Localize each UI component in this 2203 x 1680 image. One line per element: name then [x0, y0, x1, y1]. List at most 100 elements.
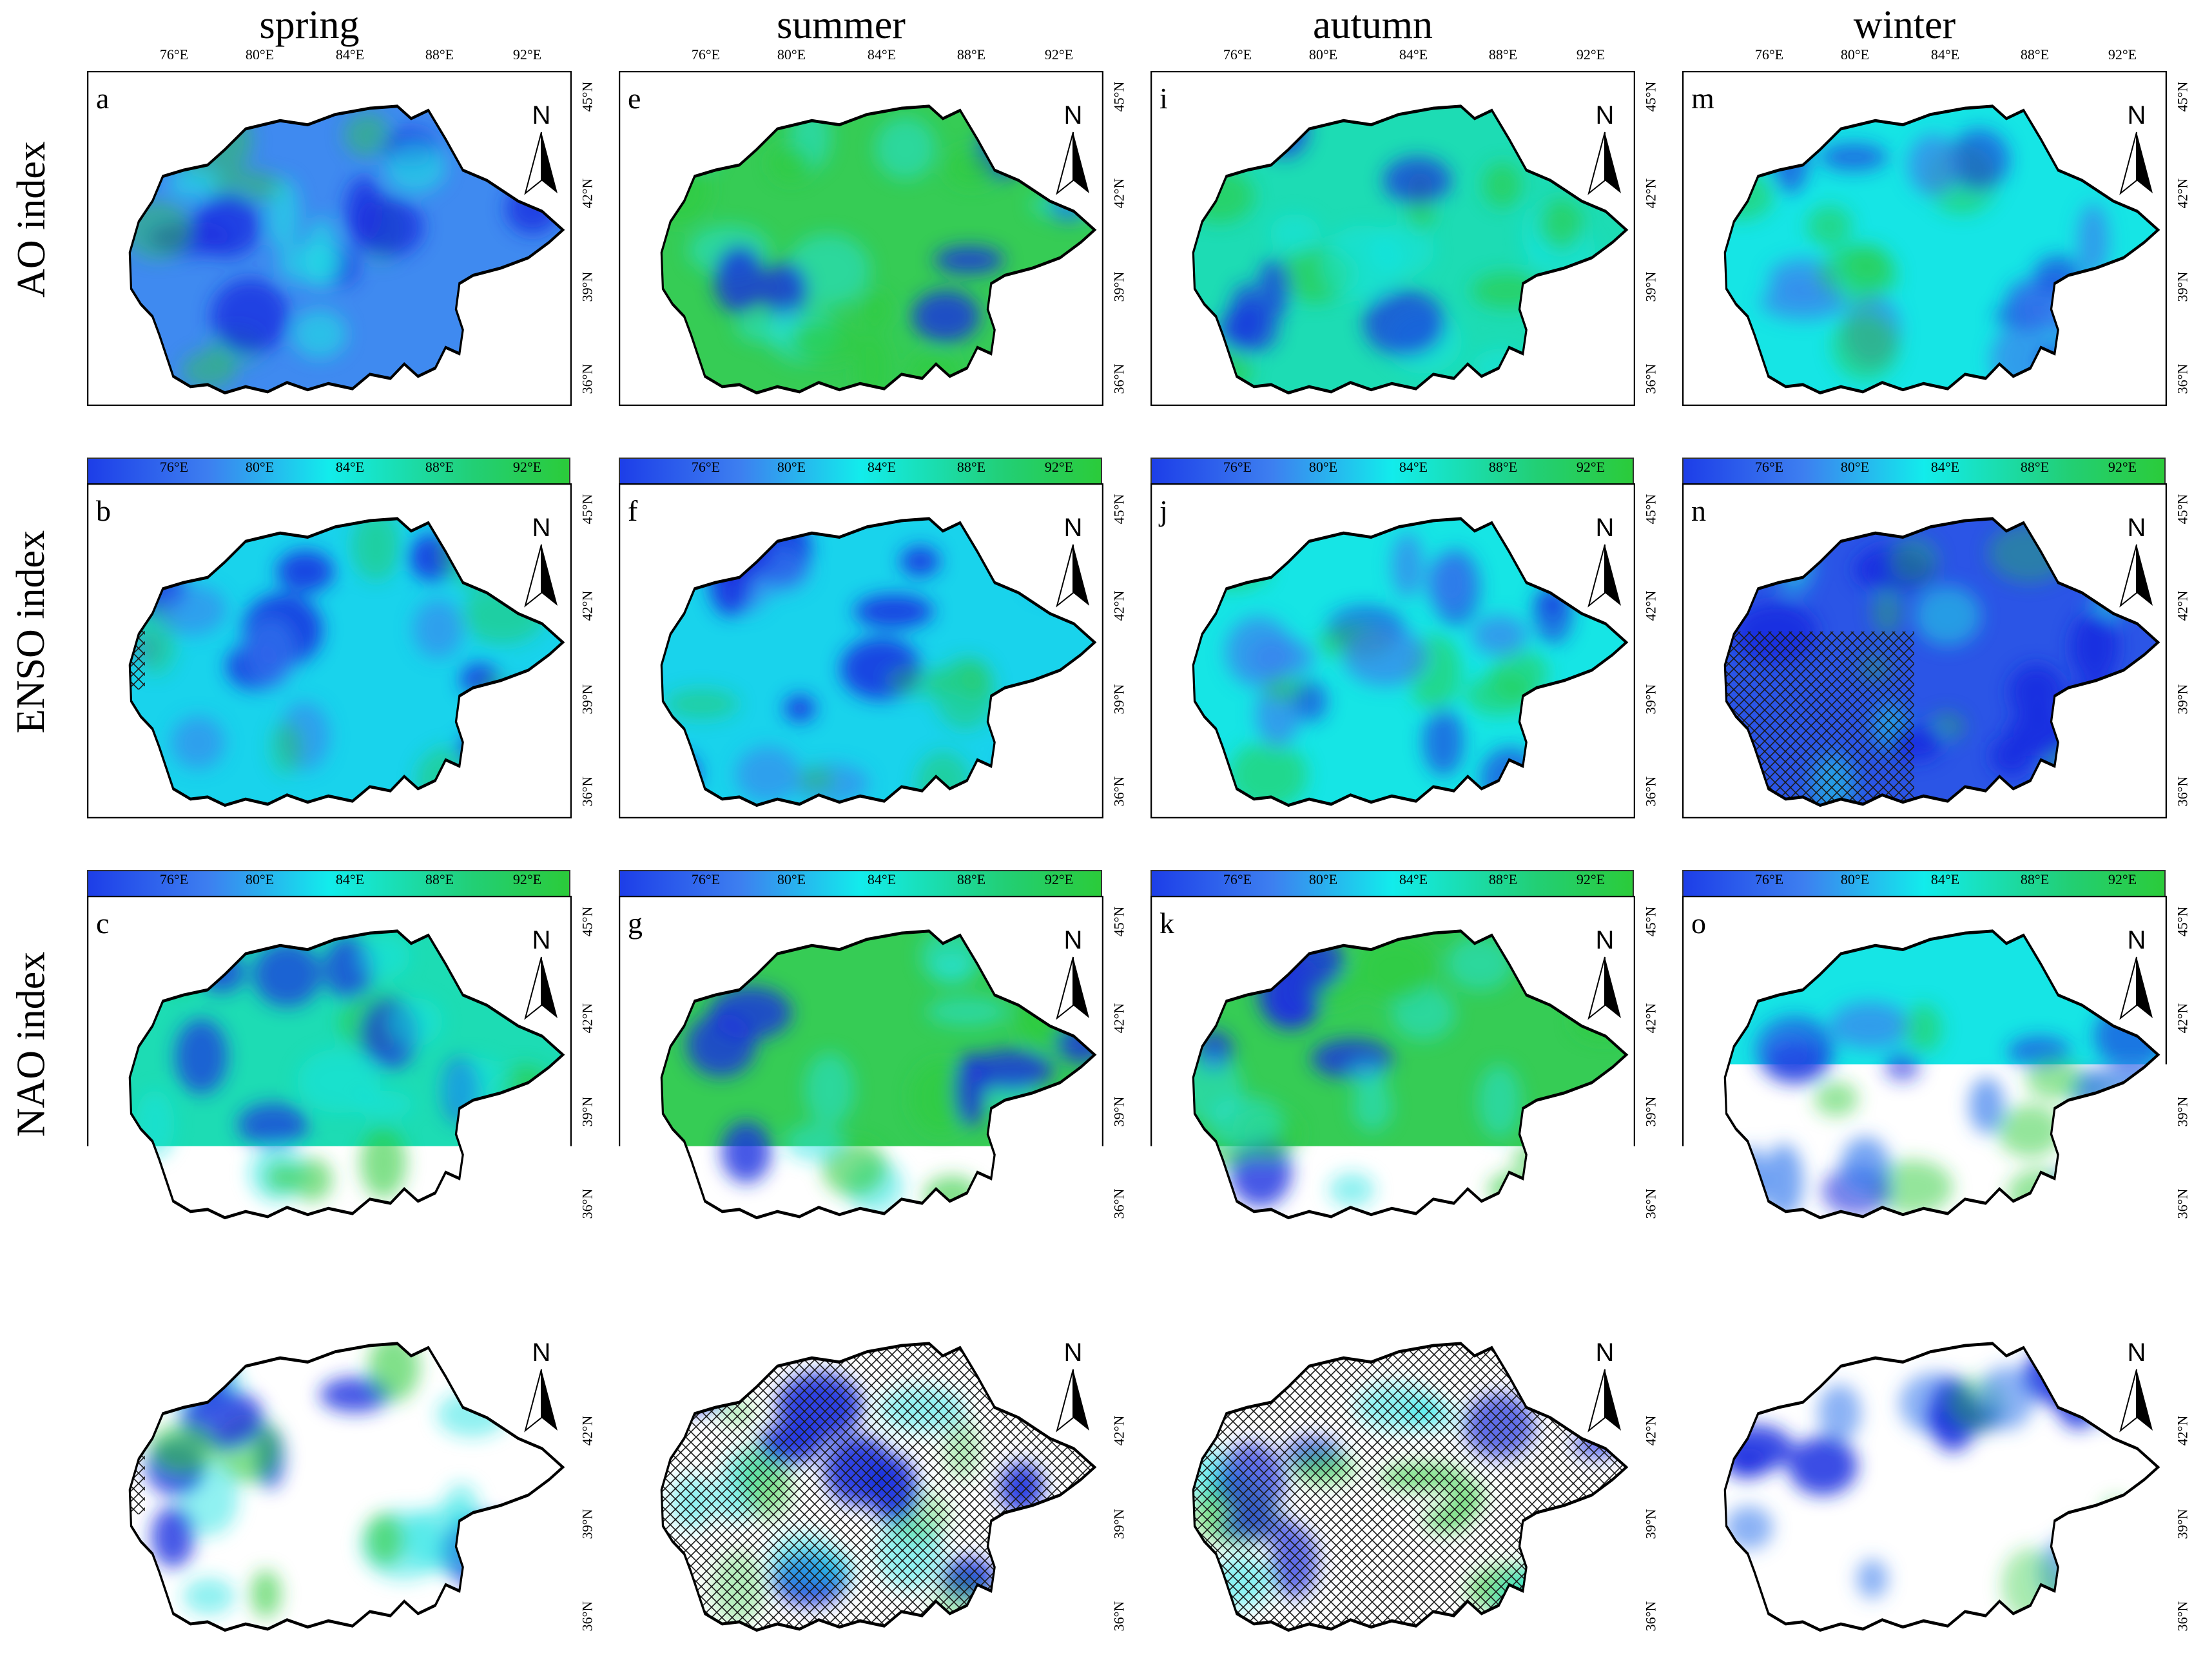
lon-tick-label: 84°E [1916, 459, 1974, 476]
lat-tick-label: 42°N [1106, 996, 1132, 1041]
lon-tick-label: 92°E [1030, 871, 1088, 888]
lon-tick-label: 76°E [1740, 871, 1798, 888]
lat-tick-label: 42°N [1106, 583, 1132, 628]
lon-tick-label: 88°E [942, 1284, 1000, 1300]
lon-tick-label: 76°E [677, 46, 735, 63]
lat-tick-label: 36°N [1106, 356, 1132, 401]
lon-tick-label: 84°E [1916, 46, 1974, 63]
map-panel-h: N76°E80°E84°E88°E92°E45°N42°N39°N36°Nh-0… [619, 1308, 1102, 1656]
map-panel-p: N76°E80°E84°E88°E92°E45°N42°N39°N36°Np0.… [1682, 1308, 2166, 1656]
north-label: N [1064, 926, 1083, 954]
season-title-autumn: autumn [1212, 0, 1534, 52]
map-c: N [87, 896, 572, 1231]
panel-letter: l [1160, 1318, 1168, 1353]
lon-tick-label: 88°E [411, 871, 469, 888]
panel-letter: p [1691, 1318, 1706, 1353]
north-label: N [1596, 514, 1615, 542]
lon-tick-label: 80°E [1294, 46, 1352, 63]
lon-tick-label: 76°E [145, 46, 203, 63]
lat-tick-label: 42°N [2169, 1408, 2195, 1453]
lon-tick-label: 80°E [1826, 459, 1884, 476]
panel-letter: n [1691, 494, 1706, 528]
lon-tick-label: 92°E [498, 871, 556, 888]
lat-tick-label: 36°N [1638, 1594, 1664, 1639]
lat-tick-label: 42°N [2169, 996, 2195, 1041]
lon-tick-label: 84°E [321, 1284, 379, 1300]
lon-tick-label: 88°E [1474, 46, 1532, 63]
lat-tick-label: 45°N [574, 74, 600, 119]
lon-tick-label: 88°E [411, 46, 469, 63]
map-i: N [1150, 71, 1635, 406]
panel-letter: b [96, 494, 111, 528]
map-panel-i: N76°E80°E84°E88°E92°E45°N42°N39°N36°Ni0.… [1150, 71, 1634, 419]
lat-tick-label: 36°N [1638, 1181, 1664, 1226]
lon-tick-label: 80°E [1826, 46, 1884, 63]
map-panel-k: N76°E80°E84°E88°E92°E45°N42°N39°N36°Nk0.… [1150, 896, 1634, 1244]
lon-tick-label: 80°E [231, 46, 289, 63]
north-label: N [1596, 926, 1615, 954]
panel-letter: d [96, 1318, 111, 1353]
lat-tick-label: 45°N [574, 899, 600, 944]
panel-letter: a [96, 81, 109, 115]
map-panel-f: N76°E80°E84°E88°E92°E45°N42°N39°N36°Nf0.… [619, 483, 1102, 831]
panel-letter: h [628, 1318, 643, 1353]
lon-tick-label: 84°E [1384, 459, 1442, 476]
lon-tick-label: 76°E [677, 1284, 735, 1300]
map-panel-g: N76°E80°E84°E88°E92°E45°N42°N39°N36°Ng-0… [619, 896, 1102, 1244]
lat-tick-label: 36°N [574, 1181, 600, 1226]
lon-tick-label: 92°E [1030, 1284, 1088, 1300]
lat-tick-label: 42°N [574, 171, 600, 216]
lon-tick-label: 88°E [942, 459, 1000, 476]
lat-tick-label: 36°N [574, 769, 600, 814]
lon-tick-label: 84°E [853, 871, 911, 888]
map-a: N [87, 71, 572, 406]
lon-tick-label: 92°E [498, 46, 556, 63]
lon-tick-label: 88°E [1474, 459, 1532, 476]
lon-tick-label: 92°E [498, 1284, 556, 1300]
map-o: N [1682, 896, 2167, 1231]
north-label: N [1064, 514, 1083, 542]
lat-tick-label: 36°N [1638, 356, 1664, 401]
lon-tick-label: 92°E [1562, 871, 1620, 888]
map-panel-e: N76°E80°E84°E88°E92°E45°N42°N39°N36°Ne0.… [619, 71, 1102, 419]
north-label: N [2128, 514, 2146, 542]
lon-tick-label: 88°E [942, 871, 1000, 888]
lon-tick-label: 88°E [411, 1284, 469, 1300]
lat-tick-label: 39°N [1638, 264, 1664, 309]
map-panel-b: N76°E80°E84°E88°E92°E45°N42°N39°N36°Nb0.… [87, 483, 570, 831]
map-panel-j: N76°E80°E84°E88°E92°E45°N42°N39°N36°Nj-0… [1150, 483, 1634, 831]
figure: spring summer autumn winter AO index ENS… [0, 0, 2203, 1680]
lon-tick-label: 80°E [1826, 1284, 1884, 1300]
lat-tick-label: 45°N [1638, 899, 1664, 944]
lon-tick-label: 80°E [762, 46, 820, 63]
panel-letter: k [1160, 906, 1174, 940]
lon-tick-label: 76°E [145, 459, 203, 476]
lat-tick-label: 42°N [574, 1408, 600, 1453]
lon-tick-label: 84°E [1384, 46, 1442, 63]
lon-tick-label: 84°E [321, 459, 379, 476]
lat-tick-label: 45°N [1638, 1311, 1664, 1357]
lat-tick-label: 36°N [2169, 769, 2195, 814]
north-label: N [532, 926, 551, 954]
lat-tick-label: 45°N [1638, 74, 1664, 119]
north-label: N [2128, 101, 2146, 130]
map-panel-m: N76°E80°E84°E88°E92°E45°N42°N39°N36°Nm0.… [1682, 71, 2166, 419]
row-title-enso: ENSO index [3, 509, 61, 754]
lat-tick-label: 39°N [2169, 1089, 2195, 1134]
lon-tick-label: 84°E [1916, 1284, 1974, 1300]
lat-tick-label: 39°N [2169, 1501, 2195, 1547]
season-title-summer: summer [680, 0, 1002, 52]
lat-tick-label: 36°N [2169, 356, 2195, 401]
lat-tick-label: 42°N [574, 996, 600, 1041]
lat-tick-label: 39°N [1638, 1501, 1664, 1547]
lon-tick-label: 80°E [762, 1284, 820, 1300]
lon-tick-label: 88°E [942, 46, 1000, 63]
lat-tick-label: 45°N [1106, 487, 1132, 532]
lon-tick-label: 80°E [1826, 871, 1884, 888]
lon-tick-label: 84°E [321, 46, 379, 63]
lat-tick-label: 39°N [1638, 677, 1664, 722]
lon-tick-label: 88°E [2006, 1284, 2064, 1300]
panel-letter: g [628, 906, 643, 940]
north-label: N [2128, 1338, 2146, 1367]
lat-tick-label: 45°N [574, 487, 600, 532]
